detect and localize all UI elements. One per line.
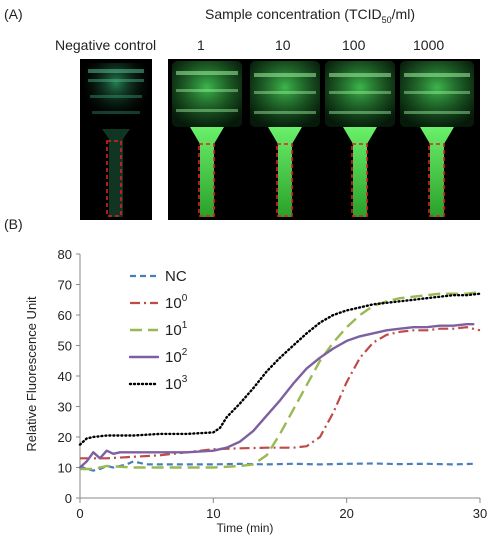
negative-control-photo: [80, 59, 152, 220]
legend-label-base: 10: [165, 322, 182, 339]
legend-label-exponent: 1: [182, 320, 188, 331]
y-tick-label: 0: [65, 491, 72, 506]
legend-label-base: 10: [165, 295, 182, 312]
y-tick-label: 40: [58, 369, 72, 384]
x-tick-label: 30: [473, 506, 487, 521]
series-line-1: [80, 326, 481, 460]
panel-b-label: (B): [4, 216, 23, 232]
y-tick-label: 50: [58, 339, 72, 354]
y-tick-label: 30: [58, 400, 72, 415]
series-line-0: [79, 460, 474, 472]
concentration-label-100: 100: [342, 37, 366, 53]
x-axis-label: Time (min): [217, 521, 274, 535]
legend-label-4: 103: [165, 374, 188, 393]
legend-label-exponent: 3: [182, 374, 188, 385]
negative-control-tube: [84, 63, 148, 217]
legend-label-1: 100: [165, 293, 188, 312]
header-subscript: 50: [381, 14, 392, 25]
concentration-label-1000: 1000: [413, 37, 445, 53]
x-tick-label: 20: [339, 506, 353, 521]
tube-1: [172, 61, 242, 217]
y-tick-label: 70: [58, 278, 72, 293]
legend-label-2: 101: [165, 320, 188, 339]
legend-label-0: NC: [165, 268, 187, 285]
legend-label-exponent: 0: [182, 293, 188, 304]
sample-tubes-svg: [172, 61, 474, 217]
series-line-4: [78, 292, 482, 446]
sample-concentration-header: Sample concentration (TCID50/ml): [205, 6, 415, 25]
header-prefix: Sample concentration (TCID: [205, 6, 382, 22]
legend-label-base: NC: [165, 268, 187, 285]
y-axis-label: Relative Fluorescence Unit: [24, 296, 39, 452]
concentration-label-1: 1: [197, 37, 205, 53]
y-tick-label: 20: [58, 430, 72, 445]
concentration-label-10: 10: [275, 37, 291, 53]
series-line-2: [80, 290, 481, 471]
y-tick-label: 80: [58, 247, 72, 262]
series-line-3: [78, 323, 475, 469]
legend-label-exponent: 2: [182, 347, 188, 358]
legend-label-base: 10: [165, 376, 182, 393]
tube-100: [325, 61, 395, 217]
header-suffix: /ml): [391, 6, 415, 22]
sample-tubes-photo: [168, 59, 480, 220]
negative-control-label: Negative control: [55, 37, 157, 53]
panel-a-label: (A): [4, 6, 23, 22]
y-tick-label: 60: [58, 308, 72, 323]
y-tick-label: 10: [58, 461, 72, 476]
x-tick-label: 0: [76, 506, 83, 521]
legend-label-base: 10: [165, 349, 182, 366]
tube-1000: [400, 61, 474, 217]
tube-10: [250, 61, 320, 217]
legend-label-3: 102: [165, 347, 188, 366]
x-tick-label: 10: [206, 506, 220, 521]
